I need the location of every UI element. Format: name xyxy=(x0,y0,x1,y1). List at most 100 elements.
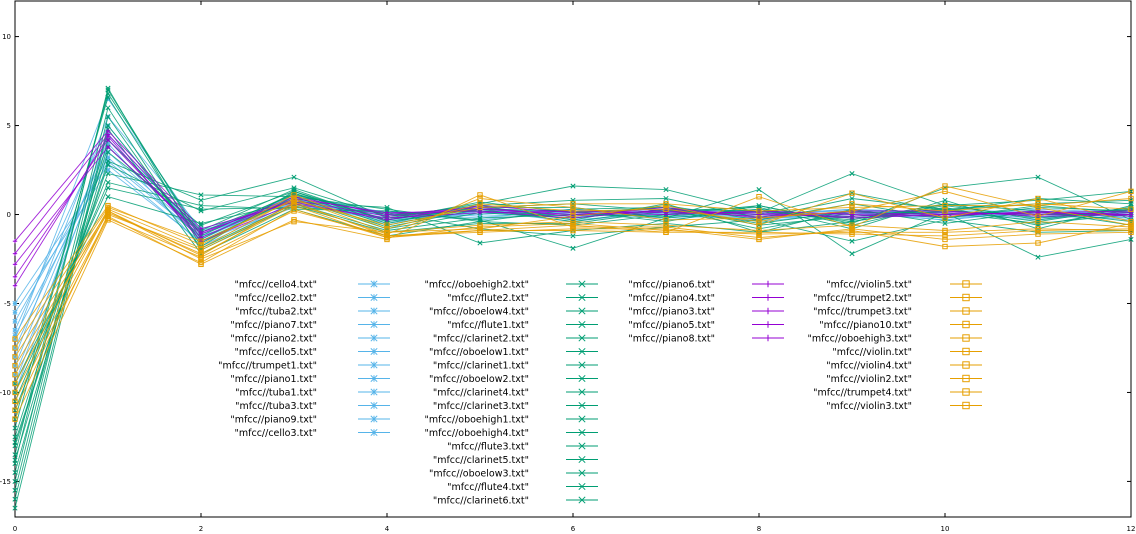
series-flute2 xyxy=(12,90,1134,431)
legend-marker-trumpet1 xyxy=(370,361,378,369)
data-point-piano10 xyxy=(663,201,669,207)
marker-stroke xyxy=(962,388,970,396)
series-line-violin2 xyxy=(14,210,1132,402)
marker-stroke xyxy=(12,407,18,413)
data-point-violin2 xyxy=(12,398,18,405)
marker-stroke xyxy=(12,345,18,351)
data-point-violin xyxy=(198,250,204,257)
marker-stroke xyxy=(291,218,297,225)
data-point-oboehigh3 xyxy=(756,215,762,221)
data-point-piano10 xyxy=(198,238,204,244)
marker-stroke xyxy=(105,85,111,91)
data-point-clarinet2 xyxy=(570,183,576,189)
data-point-violin3 xyxy=(942,229,948,236)
legend-marker-clarinet6 xyxy=(578,496,586,504)
data-point-piano8 xyxy=(849,215,855,221)
x-tick-label: 6 xyxy=(571,525,576,533)
data-point-trumpet3 xyxy=(12,389,18,396)
marker-stroke xyxy=(198,238,204,244)
data-point-flute3 xyxy=(12,487,18,493)
marker-stroke xyxy=(291,202,297,209)
data-point-piano3 xyxy=(198,226,204,231)
marker-stroke xyxy=(663,227,669,234)
series-violin2 xyxy=(12,208,1134,405)
data-point-violin2 xyxy=(477,229,483,236)
marker-stroke xyxy=(849,190,855,196)
legend-label-violin3: "mfcc//violin3.txt" xyxy=(826,401,912,412)
legend-label-flute2: "mfcc//flute2.txt" xyxy=(447,293,529,304)
legend-label-clarinet3: "mfcc//clarinet3.txt" xyxy=(433,401,529,412)
data-point-flute3 xyxy=(105,114,111,120)
data-point-trumpet4 xyxy=(384,226,390,232)
series-oboehigh1 xyxy=(12,87,1134,458)
series-piano6 xyxy=(12,132,1134,256)
marker-stroke xyxy=(578,347,586,356)
data-point-piano8 xyxy=(384,215,390,221)
marker-stroke xyxy=(756,215,762,221)
data-point-violin xyxy=(12,363,18,369)
data-point-oboehigh3 xyxy=(663,217,669,223)
legend-label-cello2: "mfcc//cello2.txt" xyxy=(235,293,317,304)
series-line-flute2 xyxy=(14,92,1132,429)
marker-stroke xyxy=(12,416,18,422)
marker-stroke xyxy=(578,280,586,288)
marker-stroke xyxy=(105,162,111,168)
marker-stroke xyxy=(942,229,948,236)
marker-stroke xyxy=(12,439,18,445)
data-point-oboelow2 xyxy=(756,187,762,193)
marker-stroke xyxy=(105,202,111,209)
data-point-piano10 xyxy=(942,202,948,209)
data-point-tuba2 xyxy=(12,300,18,307)
marker-stroke xyxy=(849,171,855,177)
data-point-piano1 xyxy=(12,309,18,315)
marker-stroke xyxy=(291,197,297,203)
marker-stroke xyxy=(756,208,762,214)
legend-marker-tuba2 xyxy=(370,307,378,315)
data-point-piano4 xyxy=(12,274,18,279)
series-line-piano7 xyxy=(14,139,1132,366)
data-point-violin2 xyxy=(942,236,948,243)
marker-stroke xyxy=(12,363,18,369)
data-point-clarinet4 xyxy=(12,469,18,476)
marker-stroke xyxy=(477,224,483,230)
legend-marker-piano6 xyxy=(764,280,772,288)
data-point-violin5 xyxy=(12,354,18,360)
marker-stroke xyxy=(663,222,669,228)
data-point-violin3 xyxy=(384,234,390,241)
data-point-piano10 xyxy=(570,201,576,207)
legend-label-cello4: "mfcc//cello4.txt" xyxy=(235,280,317,291)
data-point-violin5 xyxy=(942,183,948,189)
series-line-flute3 xyxy=(14,115,1132,491)
marker-stroke xyxy=(962,347,970,356)
data-point-violin4 xyxy=(849,222,855,228)
marker-stroke xyxy=(570,201,576,207)
marker-stroke xyxy=(962,320,970,329)
data-point-piano10 xyxy=(12,345,18,351)
marker-stroke xyxy=(1128,224,1134,230)
data-point-oboelow3 xyxy=(105,185,111,191)
marker-stroke xyxy=(1035,195,1041,202)
legend-marker-trumpet3 xyxy=(962,307,970,315)
legend-label-oboehigh1: "mfcc//oboehigh1.txt" xyxy=(424,415,529,426)
legend-marker-cello3 xyxy=(370,428,378,437)
data-point-oboehigh4 xyxy=(105,94,111,100)
data-point-oboehigh2 xyxy=(105,85,111,91)
data-point-trumpet2 xyxy=(942,215,948,221)
marker-stroke xyxy=(942,208,948,214)
data-point-oboelow2 xyxy=(105,179,111,186)
data-point-oboelow3 xyxy=(198,206,204,212)
data-point-clarinet2 xyxy=(198,197,204,203)
marker-stroke xyxy=(578,374,586,383)
legend-marker-clarinet1 xyxy=(578,361,586,369)
data-point-trumpet2 xyxy=(570,213,576,219)
data-point-clarinet2 xyxy=(849,171,855,177)
marker-stroke xyxy=(849,201,855,207)
series-cello3 xyxy=(12,131,1134,387)
legend-marker-violin xyxy=(962,347,970,356)
data-point-trumpet4 xyxy=(570,208,576,214)
legend-label-trumpet3: "mfcc//trumpet3.txt" xyxy=(813,307,912,318)
data-point-trumpet2 xyxy=(1035,195,1041,202)
marker-stroke xyxy=(1035,213,1041,219)
legend-marker-oboelow1 xyxy=(578,347,586,356)
